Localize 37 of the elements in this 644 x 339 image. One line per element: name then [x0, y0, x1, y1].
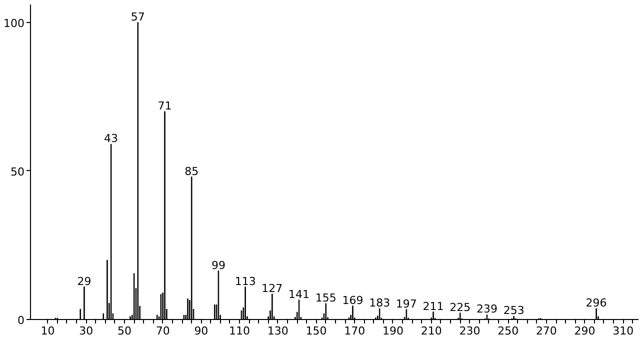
x-tick-label: 90	[194, 324, 208, 338]
x-tick-label: 270	[536, 324, 557, 338]
x-tick-label: 230	[459, 324, 480, 338]
x-tick-label: 30	[79, 324, 94, 338]
annotation: 141	[288, 288, 310, 301]
annotation: 169	[342, 294, 364, 307]
x-tick-label: 150	[306, 324, 327, 338]
annotation: 57	[130, 10, 145, 24]
y-tick-label: 0	[18, 314, 24, 327]
x-tick-label: 50	[117, 324, 132, 338]
annotation: 225	[450, 300, 471, 314]
annotation: 253	[503, 304, 524, 318]
x-tick-label: 70	[156, 324, 170, 338]
annotation: 29	[77, 274, 92, 288]
y-tick-label: 100	[4, 16, 25, 30]
annotation: 239	[476, 302, 498, 316]
annotation: 183	[369, 296, 390, 310]
annotation: 113	[234, 274, 256, 288]
annotation: 85	[184, 164, 199, 178]
annotation: 296	[586, 296, 607, 310]
annotation: 211	[422, 300, 444, 313]
y-tick-label: 50	[10, 165, 25, 178]
annotation: 71	[158, 99, 172, 112]
x-tick-label: 110	[229, 324, 250, 338]
annotation: 43	[104, 132, 118, 146]
x-tick-label: 170	[344, 324, 366, 338]
annotation: 127	[262, 282, 283, 295]
x-tick-label: 210	[420, 324, 442, 338]
x-tick-label: 290	[574, 324, 596, 338]
annotation: 99	[211, 258, 226, 272]
x-tick-label: 310	[612, 324, 634, 338]
annotation: 155	[315, 291, 336, 304]
x-tick-label: 10	[40, 324, 55, 338]
x-tick-label: 130	[267, 324, 288, 338]
x-tick-label: 190	[382, 324, 404, 338]
x-tick-label: 250	[498, 324, 519, 338]
annotation: 197	[396, 297, 417, 310]
